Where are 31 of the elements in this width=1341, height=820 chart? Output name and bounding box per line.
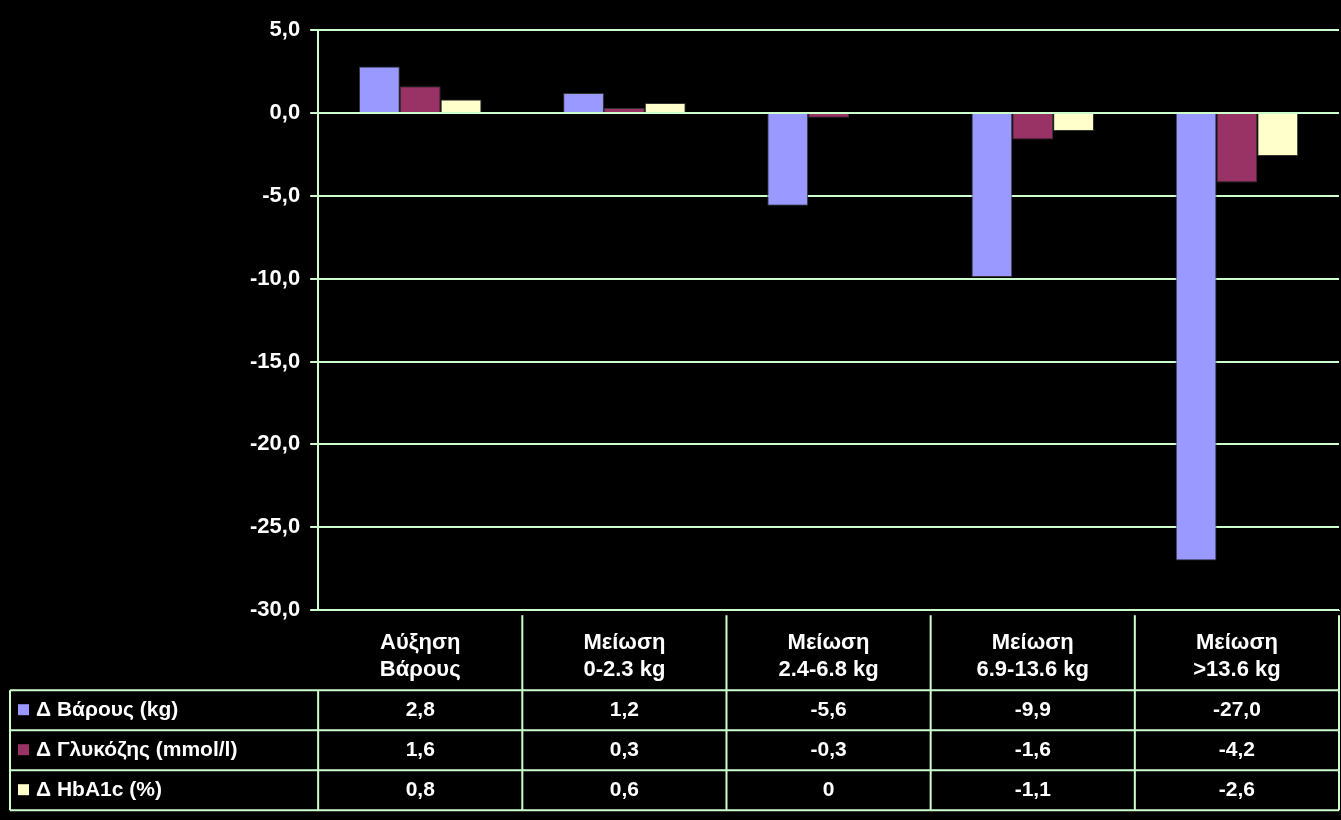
data-label: -2,6	[1218, 777, 1256, 800]
data-label: -9,9	[1014, 697, 1051, 720]
y-tick-label: 5,0	[269, 16, 301, 42]
data-label: -27,0	[1212, 697, 1261, 720]
data-label: -5,6	[810, 697, 847, 720]
x-tick-label: Αύξηση Βάρους	[379, 629, 461, 681]
data-label: -1,1	[1014, 777, 1052, 800]
x-tick-label: Μείωση 0-2.3 kg	[583, 629, 666, 681]
y-tick-label: -5,0	[262, 181, 301, 207]
legend-label: Δ Γλυκόζης (mmol/l)	[36, 737, 238, 761]
y-tick-label: -20,0	[249, 430, 301, 456]
y-tick-label: -10,0	[249, 264, 301, 290]
data-label: 0,6	[609, 777, 639, 800]
x-tick-label: Μείωση 6.9-13.6 kg	[976, 629, 1089, 681]
y-tick-label: -25,0	[249, 513, 301, 539]
data-label: 0,8	[405, 777, 436, 800]
legend-label: Δ HbA1c (%)	[36, 777, 162, 800]
data-label: 1,6	[405, 737, 435, 760]
y-tick-label: 0,0	[269, 98, 301, 124]
data-label: 2,8	[405, 697, 436, 720]
data-label: -4,2	[1218, 737, 1256, 760]
data-label: 1,2	[609, 697, 639, 720]
data-label: -0,3	[810, 737, 847, 760]
y-tick-label: -30,0	[249, 596, 301, 622]
data-label: 0	[822, 777, 835, 800]
x-tick-label: Μείωση 2.4-6.8 kg	[778, 629, 879, 681]
y-tick-label: -15,0	[249, 347, 301, 373]
legend-label: Δ Βάρους (kg)	[36, 697, 179, 721]
x-tick-label: Μείωση >13.6 kg	[1193, 629, 1281, 681]
data-label: 0,3	[609, 737, 639, 760]
data-label: -1,6	[1014, 737, 1051, 760]
